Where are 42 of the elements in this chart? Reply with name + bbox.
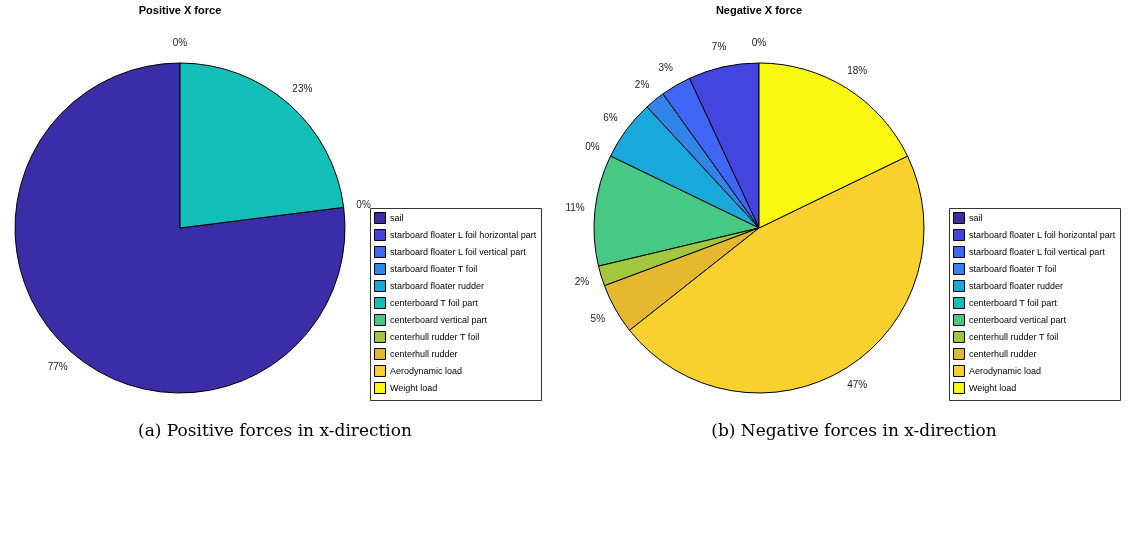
data-label: 2% xyxy=(634,78,650,90)
legend-label: starboard floater rudder xyxy=(390,281,485,291)
legend-label: centerhull rudder T foil xyxy=(390,332,480,342)
data-label: 47% xyxy=(847,378,868,390)
chart-title: Positive X force xyxy=(138,4,222,16)
legend-label: sail xyxy=(390,213,404,223)
legend-label: starboard floater L foil horizontal part xyxy=(969,230,1116,240)
data-label: 18% xyxy=(847,65,868,77)
data-label: 23% xyxy=(292,83,313,95)
legend-label: centerhull rudder T foil xyxy=(969,332,1059,342)
legend-label: sail xyxy=(969,213,983,223)
legend-label: starboard floater rudder xyxy=(969,281,1064,291)
data-label: 5% xyxy=(590,312,606,324)
legend-label: starboard floater L foil horizontal part xyxy=(390,230,537,240)
data-label: 77% xyxy=(47,360,68,372)
legend-label: centerhull rudder xyxy=(390,349,458,359)
legend-label: centerboard T foil part xyxy=(390,298,479,308)
legend-label: Weight load xyxy=(390,383,438,393)
legend-label: starboard floater T foil xyxy=(969,264,1057,274)
legend-label: centerboard vertical part xyxy=(969,315,1067,325)
data-label: 11% xyxy=(565,201,585,213)
data-label: 3% xyxy=(658,62,674,74)
legend-label: Aerodynamic load xyxy=(969,366,1042,376)
text: 0% xyxy=(751,37,767,48)
legend-label: starboard floater T foil xyxy=(390,264,478,274)
text: (a) Positive forces in x-direction xyxy=(138,420,413,440)
legend-label: centerhull rudder xyxy=(969,349,1037,359)
legend-label: starboard floater L foil vertical part xyxy=(390,247,527,257)
data-label: 7% xyxy=(711,41,727,53)
legend-label: Weight load xyxy=(969,383,1017,393)
data-label: 2% xyxy=(574,275,590,287)
text: 0% xyxy=(585,141,600,153)
legend-label: Aerodynamic load xyxy=(390,366,463,376)
pie-slice xyxy=(14,62,346,394)
text: 0% xyxy=(172,37,188,48)
legend-label: centerboard vertical part xyxy=(390,315,488,325)
text: 0% xyxy=(356,198,371,210)
legend-label: centerboard T foil part xyxy=(969,298,1058,308)
chart-title: Negative X force xyxy=(715,4,803,16)
legend-label: starboard floater L foil vertical part xyxy=(969,247,1106,257)
data-label: 6% xyxy=(603,111,618,123)
text: (b) Negative forces in x-direction xyxy=(711,420,997,440)
